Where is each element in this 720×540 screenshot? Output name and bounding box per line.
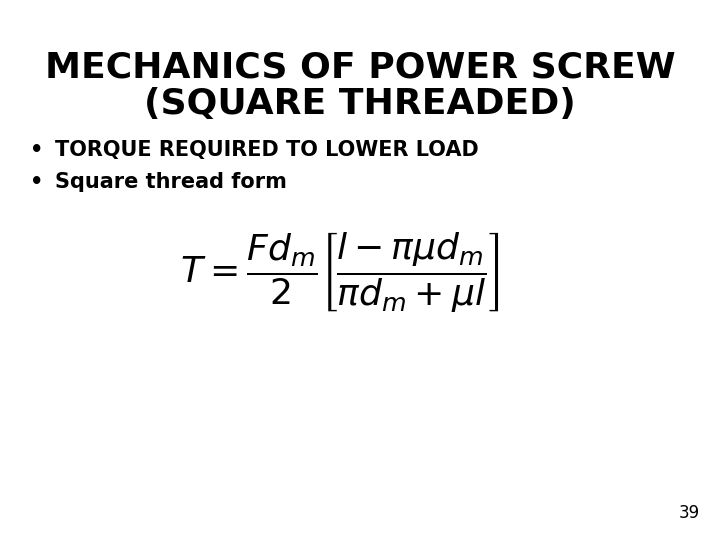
- Text: Square thread form: Square thread form: [55, 172, 287, 192]
- Text: •: •: [30, 140, 43, 160]
- Text: TORQUE REQUIRED TO LOWER LOAD: TORQUE REQUIRED TO LOWER LOAD: [55, 140, 479, 160]
- Text: $T=\dfrac{Fd_m}{2}\left[\dfrac{l-\pi\mu d_m}{\pi d_m+\mu l}\right]$: $T=\dfrac{Fd_m}{2}\left[\dfrac{l-\pi\mu …: [180, 230, 500, 314]
- Text: 39: 39: [679, 504, 700, 522]
- Text: •: •: [30, 172, 43, 192]
- Text: MECHANICS OF POWER SCREW: MECHANICS OF POWER SCREW: [45, 50, 675, 84]
- Text: (SQUARE THREADED): (SQUARE THREADED): [144, 87, 576, 121]
